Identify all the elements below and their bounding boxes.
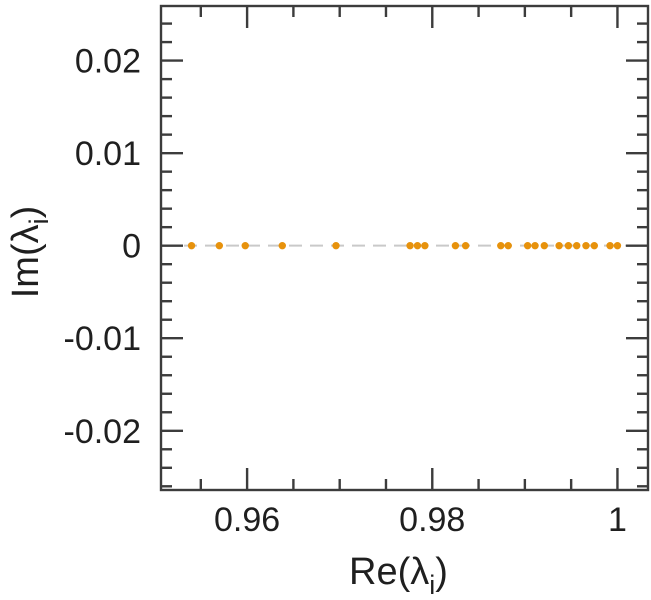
y-tick-label: 0.01 [75,135,141,173]
data-point [531,241,539,250]
data-point [523,241,532,250]
data-point [564,241,573,250]
data-point [413,241,422,250]
x-tick-label: 1 [608,501,627,539]
data-point [241,241,249,250]
data-point [187,241,196,250]
data-point [278,241,286,250]
y-tick-label: -0.01 [64,320,142,358]
x-tick-label: 0.96 [214,501,280,539]
y-tick-label: 0.02 [75,43,141,81]
data-point [540,241,549,250]
y-tick-label: 0 [122,228,141,266]
x-tick-label: 0.98 [399,501,465,539]
data-point [332,241,340,250]
y-axis-label: Im(λi) [5,206,54,299]
data-point [451,241,460,250]
plot-frame [159,4,650,492]
y-tick-label: -0.02 [64,413,142,451]
data-point [504,241,512,250]
x-axis-label: Re(λi) [349,551,448,600]
data-point [215,241,224,250]
data-point [421,241,429,250]
data-point [573,241,581,250]
data-point [497,241,505,250]
data-point [590,241,599,250]
data-point [613,241,622,250]
data-point [461,241,470,250]
data-point [406,241,414,250]
data-point [606,241,614,250]
data-point [582,241,590,250]
data-point [555,241,563,250]
